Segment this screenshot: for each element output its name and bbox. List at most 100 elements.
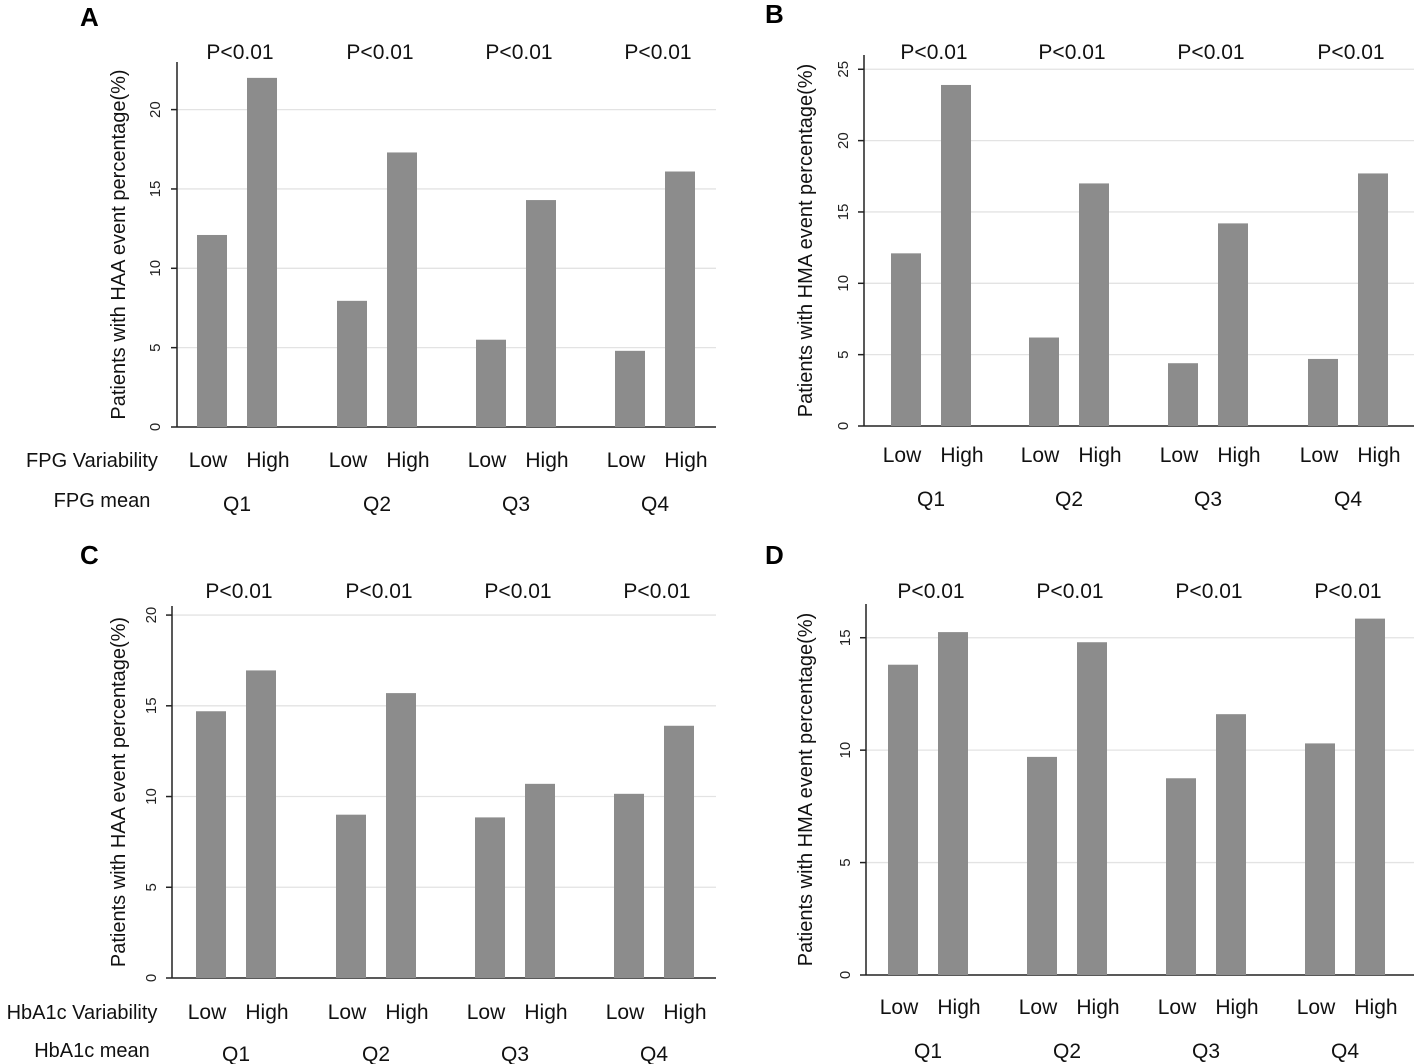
bar-c-q1-low xyxy=(196,711,226,978)
y-tick-label-a-5: 5 xyxy=(147,343,164,351)
p-value-a-q4: P<0.01 xyxy=(624,41,691,64)
p-value-a-q3: P<0.01 xyxy=(485,41,552,64)
bar-c-q3-high xyxy=(525,783,555,978)
bar-b-q3-low xyxy=(1168,363,1198,426)
panel-letter-b: B xyxy=(765,0,784,29)
p-value-d-q3: P<0.01 xyxy=(1175,580,1242,603)
category-label-c-q1-low: Low xyxy=(188,1001,227,1024)
bar-c-q3-low xyxy=(475,817,505,978)
bar-b-q3-high xyxy=(1218,223,1248,426)
row-label-mean-a: FPG mean xyxy=(54,490,151,512)
category-label-b-q3-high: High xyxy=(1217,444,1260,467)
category-label-c-q2-high: High xyxy=(385,1001,428,1024)
bar-a-q4-high xyxy=(665,171,695,427)
bar-d-q1-high xyxy=(938,632,968,975)
category-label-d-q4-high: High xyxy=(1354,996,1397,1019)
quartile-label-c-q3: Q3 xyxy=(501,1043,529,1064)
quartile-label-b-q1: Q1 xyxy=(917,488,945,511)
category-label-b-q2-high: High xyxy=(1078,444,1121,467)
bar-c-q1-high xyxy=(246,670,276,978)
quartile-label-c-q4: Q4 xyxy=(640,1043,668,1064)
y-tick-label-d-15: 15 xyxy=(837,629,854,646)
y-tick-label-b-20: 20 xyxy=(835,132,852,149)
category-label-c-q3-high: High xyxy=(524,1001,567,1024)
row-label-mean-c: HbA1c mean xyxy=(34,1040,150,1062)
y-tick-label-d-10: 10 xyxy=(837,742,854,759)
category-label-a-q2-low: Low xyxy=(329,449,368,472)
bar-a-q3-high xyxy=(526,200,556,427)
bar-a-q2-low xyxy=(337,300,367,427)
quartile-label-b-q3: Q3 xyxy=(1194,488,1222,511)
quartile-label-b-q4: Q4 xyxy=(1334,488,1362,511)
category-label-d-q1-high: High xyxy=(937,996,980,1019)
row-label-variability-c: HbA1c Variability xyxy=(7,1002,158,1024)
quartile-label-b-q2: Q2 xyxy=(1055,488,1083,511)
p-value-b-q2: P<0.01 xyxy=(1038,41,1105,64)
quartile-label-d-q1: Q1 xyxy=(914,1040,942,1063)
bar-b-q1-low xyxy=(891,253,921,426)
p-value-c-q2: P<0.01 xyxy=(345,580,412,603)
quartile-label-a-q2: Q2 xyxy=(363,493,391,516)
bar-a-q1-high xyxy=(247,77,277,427)
quartile-label-a-q1: Q1 xyxy=(223,493,251,516)
category-label-c-q4-low: Low xyxy=(606,1001,645,1024)
category-label-d-q4-low: Low xyxy=(1297,996,1336,1019)
y-axis-label-d: Patients with HMA event percentage(%) xyxy=(795,613,817,967)
category-label-d-q2-low: Low xyxy=(1019,996,1058,1019)
category-label-b-q1-high: High xyxy=(940,444,983,467)
bar-d-q3-low xyxy=(1166,778,1196,975)
panel-d: D 0 5 10 15 Patients with HMA event percenta… xyxy=(765,540,1414,1063)
y-tick-label-c-20: 20 xyxy=(143,607,160,624)
y-axis-label-a: Patients with HAA event percentage(%) xyxy=(108,69,130,419)
bar-d-q2-high xyxy=(1077,642,1107,975)
category-label-b-q3-low: Low xyxy=(1160,444,1199,467)
p-value-b-q1: P<0.01 xyxy=(900,41,967,64)
category-label-a-q1-high: High xyxy=(246,449,289,472)
y-tick-label-c-10: 10 xyxy=(143,788,160,805)
y-tick-label-a-20: 20 xyxy=(147,101,164,118)
quartile-label-a-q3: Q3 xyxy=(502,493,530,516)
category-label-d-q2-high: High xyxy=(1076,996,1119,1019)
y-axis-label-b: Patients with HMA event percentage(%) xyxy=(795,64,817,418)
p-value-b-q3: P<0.01 xyxy=(1177,41,1244,64)
category-label-d-q1-low: Low xyxy=(880,996,919,1019)
bar-d-q4-high xyxy=(1355,618,1385,975)
category-label-b-q2-low: Low xyxy=(1021,444,1060,467)
category-label-b-q4-high: High xyxy=(1357,444,1400,467)
bar-b-q2-high xyxy=(1079,183,1109,426)
p-value-c-q3: P<0.01 xyxy=(484,580,551,603)
y-tick-label-a-15: 15 xyxy=(147,181,164,198)
y-tick-label-a-10: 10 xyxy=(147,260,164,277)
category-label-c-q1-high: High xyxy=(245,1001,288,1024)
p-value-a-q1: P<0.01 xyxy=(206,41,273,64)
quartile-label-c-q1: Q1 xyxy=(222,1043,250,1064)
panel-a: A 0 5 10 15 20 Patients with HAA event percen… xyxy=(26,2,716,516)
bar-a-q4-low xyxy=(615,350,645,427)
quartile-label-d-q2: Q2 xyxy=(1053,1040,1081,1063)
y-tick-label-b-25: 25 xyxy=(835,61,852,78)
bar-c-q4-high xyxy=(664,725,694,978)
p-value-d-q1: P<0.01 xyxy=(897,580,964,603)
quartile-label-d-q4: Q4 xyxy=(1331,1040,1359,1063)
panel-letter-d: D xyxy=(765,540,784,570)
p-value-c-q1: P<0.01 xyxy=(205,580,272,603)
bar-d-q2-low xyxy=(1027,756,1057,975)
y-tick-label-d-0: 0 xyxy=(837,971,854,979)
p-value-d-q2: P<0.01 xyxy=(1036,580,1103,603)
category-label-a-q3-high: High xyxy=(525,449,568,472)
quartile-label-a-q4: Q4 xyxy=(641,493,669,516)
y-tick-label-b-5: 5 xyxy=(835,350,852,358)
category-label-a-q3-low: Low xyxy=(468,449,507,472)
y-tick-label-c-5: 5 xyxy=(143,883,160,891)
p-value-b-q4: P<0.01 xyxy=(1317,41,1384,64)
category-label-d-q3-high: High xyxy=(1215,996,1258,1019)
panel-letter-c: C xyxy=(80,540,99,570)
bar-a-q1-low xyxy=(197,234,227,427)
bar-b-q2-low xyxy=(1029,337,1059,426)
bar-c-q2-low xyxy=(336,814,366,978)
y-tick-label-c-15: 15 xyxy=(143,697,160,714)
row-label-variability-a: FPG Variability xyxy=(26,450,158,472)
y-tick-label-c-0: 0 xyxy=(143,974,160,982)
category-label-a-q4-high: High xyxy=(664,449,707,472)
